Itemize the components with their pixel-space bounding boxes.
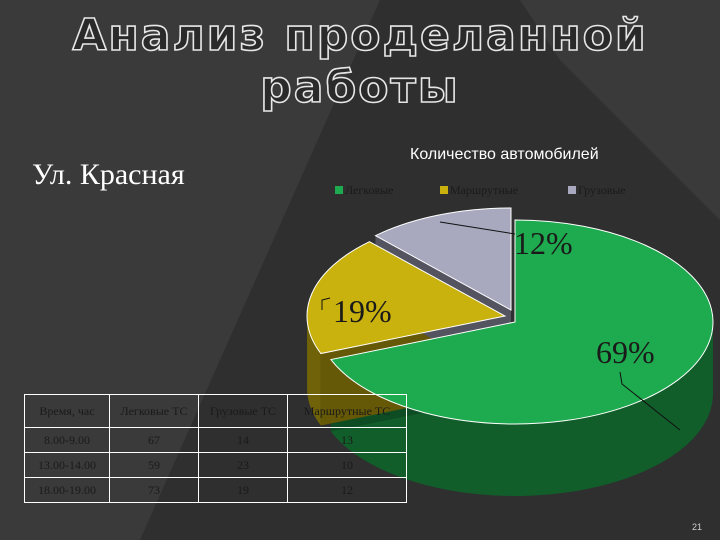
- legend-swatch-marshrutnye: [440, 186, 448, 194]
- legend-item-gruzovye: Грузовые: [568, 183, 626, 198]
- slide-title: Анализ проделанной работы: [0, 9, 720, 114]
- table-cell: 59: [109, 452, 199, 478]
- pie-slice-wall-0: [330, 323, 713, 496]
- leader-line-gruzovye: [439, 221, 516, 235]
- legend-swatch-legkovye: [335, 186, 343, 194]
- table-cell: 19: [198, 477, 288, 503]
- leader-line-legkovye: [619, 371, 681, 431]
- background-band-right: [520, 0, 720, 220]
- leader-line-marshrutnye: [321, 297, 331, 310]
- data-label-gruzovye: 12%: [514, 225, 573, 261]
- pie-slice-1: [306, 241, 507, 355]
- legend-item-marshrutnye: Маршрутные: [440, 183, 518, 198]
- table-cell: 13.00-14.00: [24, 452, 110, 478]
- pie-slice-0: [330, 219, 714, 425]
- table-cell: 12: [287, 477, 407, 503]
- data-label-legkovye: 69%: [596, 334, 655, 370]
- legend-label-marshrutnye: Маршрутные: [450, 183, 519, 197]
- slide-title-line-2: работы: [259, 61, 460, 114]
- legend-label-legkovye: Легковые: [345, 183, 394, 197]
- table-row: 18.00-19.00 73 19 12: [24, 477, 407, 503]
- page-number: 21: [692, 522, 703, 532]
- table-header-cell: Легковые ТС: [109, 394, 199, 428]
- table-cell: 23: [198, 452, 288, 478]
- legend-item-legkovye: Легковые: [335, 183, 394, 198]
- legend-label-gruzovye: Грузовые: [578, 183, 626, 197]
- chart-title: Количество автомобилей: [410, 146, 599, 163]
- table-cell: 8.00-9.00: [24, 427, 110, 453]
- table-cell: 14: [198, 427, 288, 453]
- table-row: 8.00-9.00 67 14 13: [24, 427, 407, 453]
- table-header-cell: Маршрутные ТС: [287, 394, 407, 428]
- table-header-row: Время, час Легковые ТС Грузовые ТС Маршр…: [24, 394, 407, 428]
- table-cell: 73: [109, 477, 199, 503]
- legend-swatch-gruzovye: [568, 186, 576, 194]
- street-name: Ул. Красная: [32, 158, 185, 191]
- table-cell: 13: [287, 427, 407, 453]
- table-header-cell: Время, час: [24, 394, 110, 428]
- slide-title-line-1: Анализ проделанной: [72, 9, 648, 62]
- table-cell: 10: [287, 452, 407, 478]
- table-header-cell: Грузовые ТС: [198, 394, 288, 428]
- table-row: 13.00-14.00 59 23 10: [24, 452, 407, 478]
- data-label-marshrutnye: 19%: [333, 293, 392, 329]
- traffic-table: Время, час Легковые ТС Грузовые ТС Маршр…: [24, 394, 407, 503]
- table-cell: 18.00-19.00: [24, 477, 110, 503]
- pie-slice-2: [374, 207, 512, 311]
- table-cell: 67: [109, 427, 199, 453]
